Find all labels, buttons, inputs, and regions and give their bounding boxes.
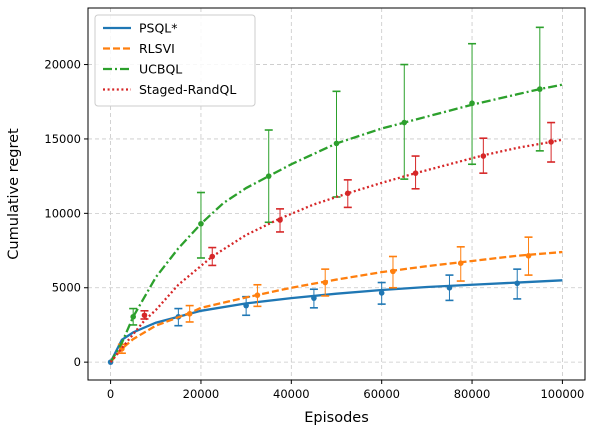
data-point [446, 284, 453, 291]
error-bar [400, 63, 409, 180]
series-line [109, 250, 563, 363]
data-point [243, 302, 249, 309]
data-point [514, 280, 521, 287]
y-tick-label: 20000 [44, 58, 81, 72]
legend-label: PSQL* [139, 21, 178, 36]
data-point [198, 220, 204, 227]
data-point [548, 139, 554, 145]
series-2 [109, 26, 563, 363]
x-axis-label: Episodes [304, 410, 369, 426]
series-1 [109, 236, 563, 363]
y-tick-label: 5000 [52, 281, 81, 295]
legend-label: Staged-RandQL [139, 82, 236, 97]
y-axis-ticks: 0 5000 10000 15000 20000 [44, 58, 88, 369]
error-bar [513, 268, 522, 300]
data-point [186, 310, 193, 317]
x-tick-label: 40000 [273, 387, 310, 401]
error-bar [524, 236, 533, 276]
data-point [390, 268, 396, 275]
series-layer [107, 26, 563, 365]
series-line [109, 279, 563, 363]
y-tick-label: 0 [74, 355, 81, 369]
error-bar [196, 191, 205, 259]
data-point [378, 290, 385, 296]
error-bar [208, 246, 217, 267]
data-point [254, 292, 261, 298]
x-axis-ticks: 0 20000 40000 60000 80000 100000 [107, 380, 584, 401]
x-tick-label: 100000 [540, 387, 584, 401]
data-point [469, 100, 475, 107]
legend-item: UCBQL [103, 62, 182, 77]
y-tick-label: 15000 [44, 132, 81, 146]
error-bar [185, 304, 194, 323]
error-bar [547, 121, 556, 163]
error-bar [276, 208, 285, 233]
error-bar [535, 26, 544, 152]
error-bar [411, 155, 420, 190]
legend-label: UCBQL [139, 62, 182, 77]
plot-frame [87, 7, 586, 381]
x-tick-label: 20000 [183, 387, 220, 401]
legend-item: PSQL* [103, 21, 178, 36]
data-point [480, 153, 487, 159]
error-bar [456, 246, 465, 282]
legend-item: RLSVI [103, 41, 175, 56]
error-bar [343, 179, 352, 209]
legend-label: RLSVI [139, 41, 175, 56]
data-point [322, 279, 329, 286]
series-line [109, 83, 563, 363]
legend: PSQL* RLSVI UCBQL Staged-RandQL [94, 14, 256, 107]
error-bar [377, 281, 386, 305]
data-point [265, 173, 272, 179]
error-bar [253, 283, 262, 308]
data-point [130, 313, 136, 320]
error-bar [332, 90, 341, 198]
y-axis-label: Cumulative regret [6, 128, 22, 260]
x-tick-label: 0 [107, 387, 114, 401]
y-tick-label: 10000 [44, 206, 81, 220]
error-bar [264, 129, 273, 224]
legend-box [94, 14, 256, 107]
data-point [277, 217, 283, 223]
data-point [457, 260, 464, 266]
series-0 [107, 268, 563, 365]
data-point [311, 295, 317, 301]
legend-item: Staged-RandQL [103, 82, 236, 97]
error-bar [242, 295, 251, 317]
x-tick-label: 60000 [363, 387, 400, 401]
x-tick-label: 80000 [454, 387, 491, 401]
data-point [537, 86, 543, 92]
error-bar [321, 268, 330, 297]
data-point [333, 140, 340, 147]
data-point [344, 190, 351, 197]
error-bar [140, 310, 149, 320]
data-point [525, 252, 532, 259]
error-bar [388, 255, 397, 289]
data-point [209, 253, 216, 260]
data-point [412, 170, 419, 176]
error-bar [445, 274, 454, 302]
error-bar [468, 42, 477, 166]
error-bar [129, 307, 138, 326]
error-bar [479, 137, 488, 174]
series-3 [109, 121, 563, 363]
error-bar [309, 288, 318, 309]
data-point [141, 312, 148, 319]
data-point [401, 119, 408, 126]
